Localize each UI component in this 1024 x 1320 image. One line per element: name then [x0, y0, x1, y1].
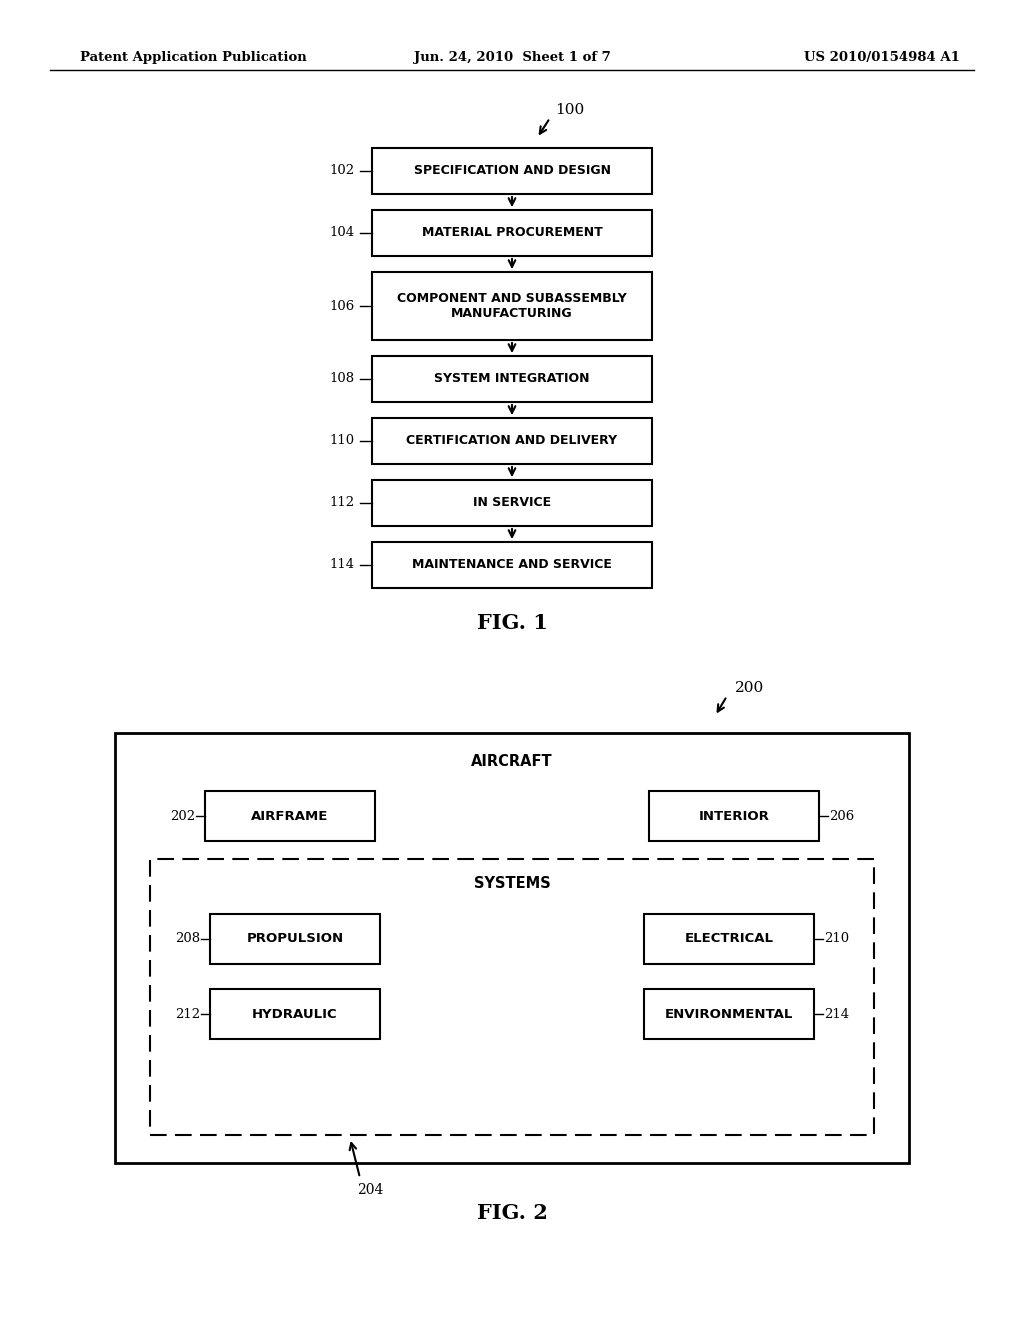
- Bar: [372, 480, 652, 525]
- Text: 212: 212: [175, 1007, 200, 1020]
- Text: PROPULSION: PROPULSION: [247, 932, 344, 945]
- Text: CERTIFICATION AND DELIVERY: CERTIFICATION AND DELIVERY: [407, 434, 617, 447]
- Text: 102: 102: [330, 165, 355, 177]
- Text: 208: 208: [175, 932, 200, 945]
- Text: SYSTEM INTEGRATION: SYSTEM INTEGRATION: [434, 372, 590, 385]
- Text: 200: 200: [735, 681, 764, 696]
- Text: 214: 214: [824, 1007, 849, 1020]
- Text: COMPONENT AND SUBASSEMBLY
MANUFACTURING: COMPONENT AND SUBASSEMBLY MANUFACTURING: [397, 292, 627, 319]
- Bar: [644, 989, 814, 1039]
- Text: 114: 114: [330, 558, 355, 572]
- Bar: [210, 913, 380, 964]
- Text: 104: 104: [330, 227, 355, 239]
- Text: FIG. 1: FIG. 1: [476, 612, 548, 634]
- Text: AIRFRAME: AIRFRAME: [251, 809, 329, 822]
- Text: Jun. 24, 2010  Sheet 1 of 7: Jun. 24, 2010 Sheet 1 of 7: [414, 51, 610, 65]
- Text: 202: 202: [170, 809, 195, 822]
- Bar: [205, 791, 375, 841]
- Text: ELECTRICAL: ELECTRICAL: [684, 932, 773, 945]
- Text: 106: 106: [330, 300, 355, 313]
- Bar: [115, 733, 909, 1163]
- Text: 204: 204: [356, 1183, 383, 1197]
- Bar: [150, 859, 874, 1135]
- Text: MATERIAL PROCUREMENT: MATERIAL PROCUREMENT: [422, 227, 602, 239]
- Text: 100: 100: [555, 103, 585, 117]
- Text: 210: 210: [824, 932, 849, 945]
- Text: 206: 206: [829, 809, 854, 822]
- Text: MAINTENANCE AND SERVICE: MAINTENANCE AND SERVICE: [412, 558, 612, 572]
- Text: 110: 110: [330, 434, 355, 447]
- Text: FIG. 2: FIG. 2: [476, 1203, 548, 1224]
- Bar: [372, 148, 652, 194]
- Text: 112: 112: [330, 496, 355, 510]
- Text: SYSTEMS: SYSTEMS: [474, 876, 550, 891]
- Bar: [210, 989, 380, 1039]
- Bar: [372, 356, 652, 403]
- Text: US 2010/0154984 A1: US 2010/0154984 A1: [804, 51, 961, 65]
- Text: INTERIOR: INTERIOR: [698, 809, 769, 822]
- Text: ENVIRONMENTAL: ENVIRONMENTAL: [665, 1007, 794, 1020]
- Text: 108: 108: [330, 372, 355, 385]
- Bar: [372, 210, 652, 256]
- Text: IN SERVICE: IN SERVICE: [473, 496, 551, 510]
- Bar: [644, 913, 814, 964]
- Bar: [372, 543, 652, 587]
- Text: HYDRAULIC: HYDRAULIC: [252, 1007, 338, 1020]
- Bar: [372, 418, 652, 465]
- Text: AIRCRAFT: AIRCRAFT: [471, 754, 553, 768]
- Text: Patent Application Publication: Patent Application Publication: [80, 51, 307, 65]
- Bar: [372, 272, 652, 341]
- Text: SPECIFICATION AND DESIGN: SPECIFICATION AND DESIGN: [414, 165, 610, 177]
- Bar: [649, 791, 819, 841]
